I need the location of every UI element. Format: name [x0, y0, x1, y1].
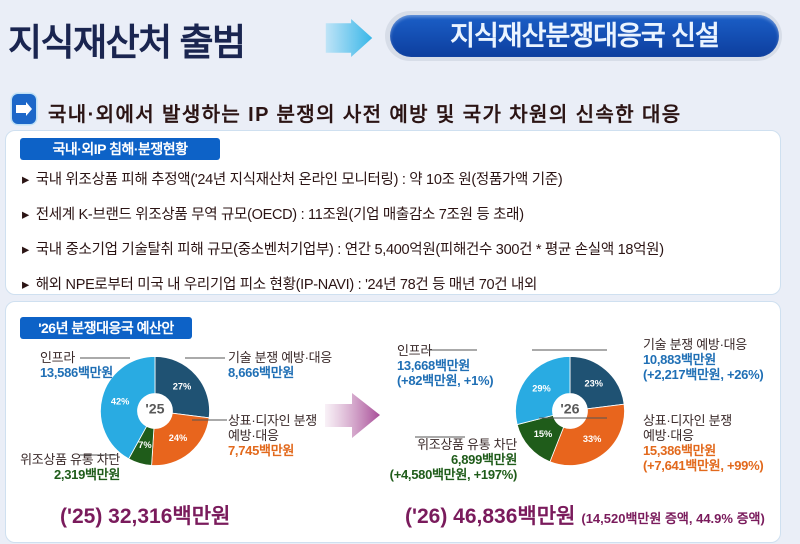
- svg-text:42%: 42%: [111, 397, 130, 407]
- svg-text:27%: 27%: [173, 382, 192, 392]
- svg-text:33%: 33%: [583, 434, 602, 444]
- svg-text:7%: 7%: [138, 440, 151, 450]
- svg-text:23%: 23%: [585, 378, 604, 388]
- svg-text:15%: 15%: [534, 429, 553, 439]
- svg-text:'26: '26: [560, 402, 579, 418]
- svg-text:'25: '25: [145, 402, 164, 418]
- svg-text:29%: 29%: [532, 383, 551, 393]
- svg-text:24%: 24%: [169, 433, 188, 443]
